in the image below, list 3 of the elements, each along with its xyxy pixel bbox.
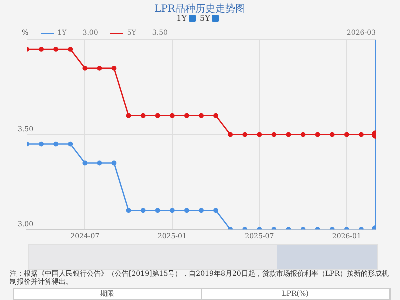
text: 1Y — [176, 14, 187, 23]
text: 5Y — [200, 14, 210, 23]
chart-title: LPR品种历史走势图 — [154, 2, 246, 15]
